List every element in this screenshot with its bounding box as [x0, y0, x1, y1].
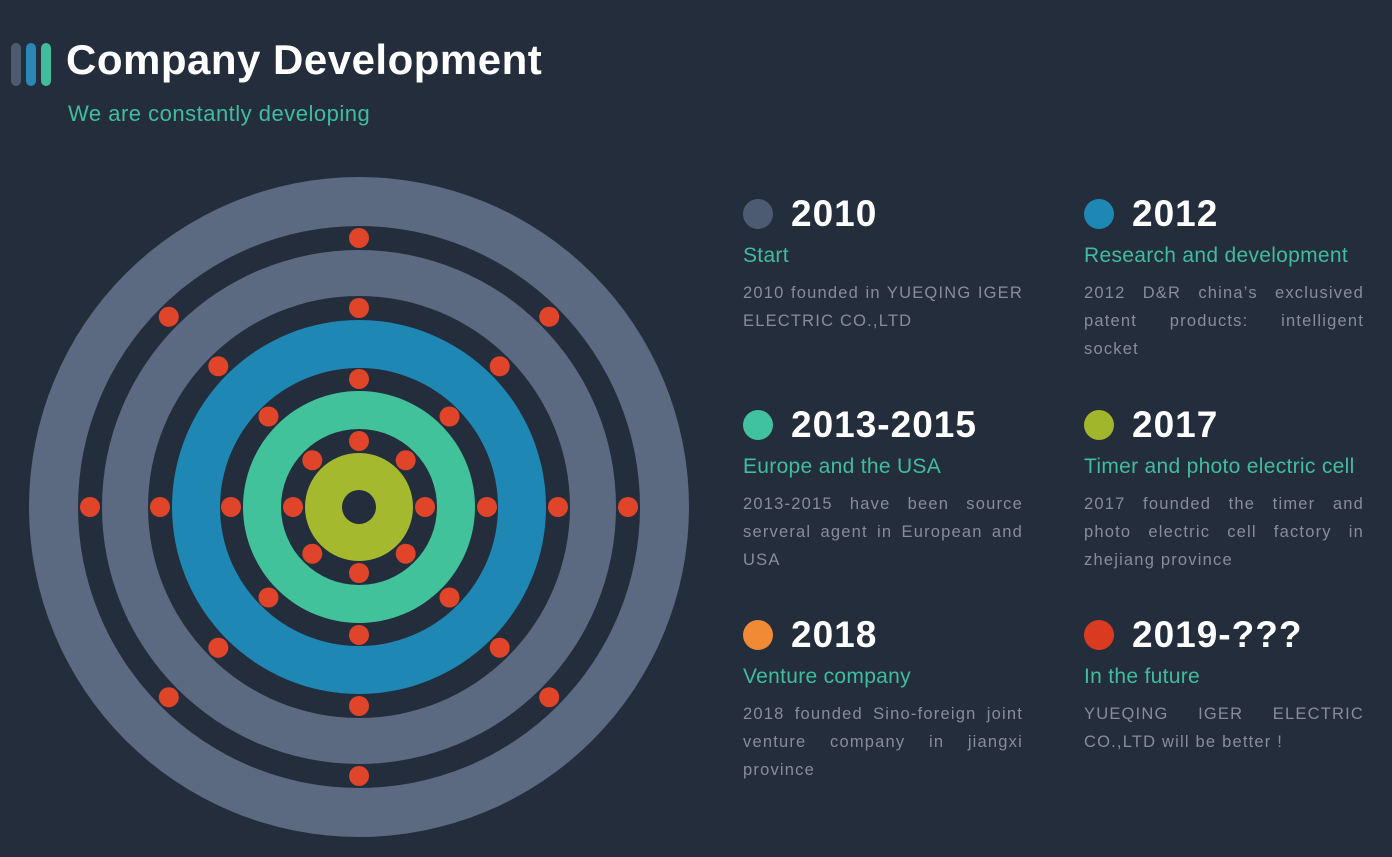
entry-title: Start	[743, 244, 789, 267]
orbit-dot	[489, 356, 510, 377]
year-label: 2010	[791, 193, 878, 234]
year-label: 2019-???	[1132, 614, 1303, 655]
entry-description: 2010 founded in YUEQING IGER ELECTRIC CO…	[743, 284, 1023, 330]
ring	[342, 490, 376, 524]
timeline-entry-2010: 2010 Start 2010 founded in YUEQING IGER …	[743, 193, 1023, 409]
orbit-dot	[349, 563, 369, 583]
entry-title: In the future	[1084, 665, 1200, 688]
orbit-dot	[158, 687, 179, 708]
timeline-entry-head: 2012	[1084, 193, 1364, 234]
orbit-dot	[439, 587, 460, 608]
entry-description: 2013-2015 have been source serveral agen…	[743, 495, 1023, 569]
logo-bar-icon	[41, 43, 51, 86]
orbit-dot	[80, 497, 100, 517]
year-dot	[1084, 410, 1114, 440]
timeline-entry-2017: 2017 Timer and photo electric cell 2017 …	[1084, 404, 1364, 619]
page-subtitle: We are constantly developing	[68, 101, 371, 126]
year-label: 2017	[1132, 404, 1219, 445]
orbit-dot	[395, 543, 416, 564]
timeline-entry-head: 2013-2015	[743, 404, 1023, 445]
logo-bars-icon	[11, 43, 51, 86]
year-label: 2013-2015	[791, 404, 977, 445]
timeline-entry-head: 2018	[743, 614, 1023, 655]
entry-description: 2012 D&R china’s exclusived patent produ…	[1084, 284, 1364, 358]
logo-bar-icon	[11, 43, 21, 86]
entry-title: Europe and the USA	[743, 455, 942, 478]
orbit-dot	[302, 450, 323, 471]
orbit-dot	[158, 306, 179, 327]
orbit-dot	[302, 543, 323, 564]
year-dot	[743, 199, 773, 229]
orbit-dot	[349, 228, 369, 248]
orbit-dot	[395, 450, 416, 471]
entry-title: Timer and photo electric cell	[1084, 455, 1355, 478]
timeline-entry-2013-2015: 2013-2015 Europe and the USA 2013-2015 h…	[743, 404, 1023, 619]
entry-title: Venture company	[743, 665, 911, 688]
orbit-dot	[539, 306, 560, 327]
orbit-graphic	[24, 172, 694, 842]
orbit-dot	[258, 406, 279, 427]
orbit-dot	[439, 406, 460, 427]
page-title: Company Development	[66, 36, 543, 83]
year-dot	[743, 620, 773, 650]
orbit-dot	[489, 637, 510, 658]
orbit-dot	[283, 497, 303, 517]
orbit-dot	[349, 369, 369, 389]
orbit-dot	[208, 356, 229, 377]
logo-bar-icon	[26, 43, 36, 86]
year-label: 2012	[1132, 193, 1219, 234]
timeline: 2010 Start 2010 founded in YUEQING IGER …	[743, 193, 1373, 784]
orbit-dot	[349, 431, 369, 451]
orbit-dot	[150, 497, 170, 517]
entry-description: YUEQING IGER ELECTRIC CO.,LTD will be be…	[1084, 705, 1364, 751]
orbit-dot	[349, 766, 369, 786]
orbit-graphic-svg	[29, 177, 689, 837]
orbit-dot	[618, 497, 638, 517]
orbit-dot	[349, 625, 369, 645]
timeline-entry-2018: 2018 Venture company 2018 founded Sino-f…	[743, 614, 1023, 784]
orbit-dot	[548, 497, 568, 517]
orbit-dot	[415, 497, 435, 517]
year-dot	[1084, 199, 1114, 229]
timeline-entry-head: 2017	[1084, 404, 1364, 445]
timeline-entry-2019: 2019-??? In the future YUEQING IGER ELEC…	[1084, 614, 1364, 784]
orbit-dot	[477, 497, 497, 517]
entry-description: 2017 founded the timer and photo electri…	[1084, 495, 1364, 569]
timeline-entry-2012: 2012 Research and development 2012 D&R c…	[1084, 193, 1364, 409]
year-dot	[743, 410, 773, 440]
orbit-dot	[258, 587, 279, 608]
timeline-entry-head: 2019-???	[1084, 614, 1364, 655]
entry-title: Research and development	[1084, 244, 1349, 267]
timeline-entry-head: 2010	[743, 193, 1023, 234]
orbit-dot	[349, 696, 369, 716]
year-dot	[1084, 620, 1114, 650]
year-label: 2018	[791, 614, 878, 655]
entry-description: 2018 founded Sino-foreign joint venture …	[743, 705, 1023, 779]
orbit-dot	[208, 637, 229, 658]
orbit-dot	[539, 687, 560, 708]
orbit-dot	[221, 497, 241, 517]
orbit-dot	[349, 298, 369, 318]
